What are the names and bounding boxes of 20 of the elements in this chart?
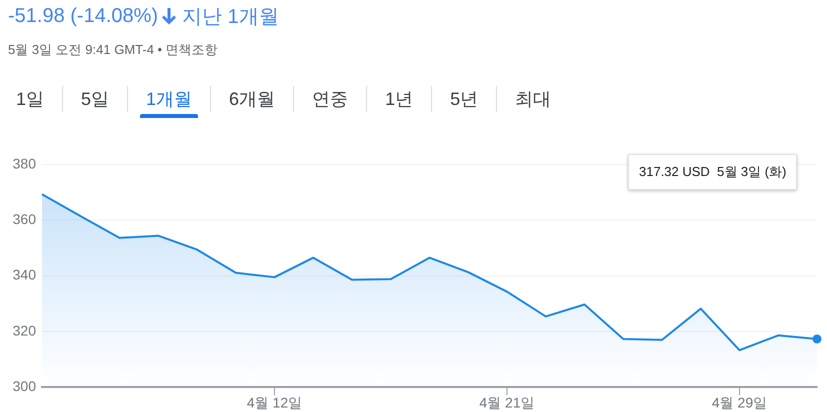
text: 1개월 xyxy=(146,88,192,111)
chart-title: -51.98 (-14.08%) xyxy=(8,5,158,28)
text: 5년 xyxy=(450,88,478,111)
chart-subtitle: 지난 1개월 xyxy=(182,5,279,30)
y-tick-label: 360 xyxy=(12,210,36,227)
y-tick-label: 380 xyxy=(12,155,36,172)
x-tick-label: 4월 21일 xyxy=(479,394,535,410)
text: 1일 xyxy=(16,88,44,111)
y-tick-label: 300 xyxy=(12,378,36,394)
x-tick-label: 4월 29일 xyxy=(712,394,768,410)
text: 연중 xyxy=(312,88,348,111)
text: 최대 xyxy=(515,88,552,111)
text: 5일 xyxy=(81,88,110,111)
y-tick-label: 340 xyxy=(12,266,36,283)
text: 5월 3일 오전 9:41 GMT-4 • 면책조항 xyxy=(8,41,218,59)
text: 1년 xyxy=(385,88,414,111)
text: 6개월 xyxy=(229,88,276,111)
x-tick-label: 4월 12일 xyxy=(246,394,302,410)
y-tick-label: 320 xyxy=(12,322,36,338)
annotation: 317.32 USD 5월 3일 (화) xyxy=(628,154,798,190)
